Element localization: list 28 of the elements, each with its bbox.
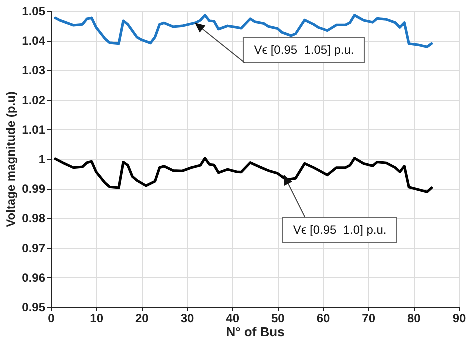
y-tick-label: 0.96 [22, 270, 46, 285]
y-tick-label: 1 [38, 152, 46, 166]
y-tick-label: 0.98 [22, 212, 46, 226]
x-tick-label: 0 [48, 312, 56, 326]
y-tick-label: 0.97 [22, 241, 46, 256]
note-box: Vϵ [0.95 1.05] p.u. [243, 36, 366, 63]
x-tick-label: 60 [316, 312, 330, 326]
x-tick-label: 90 [452, 312, 466, 326]
x-tick-label: 50 [271, 312, 286, 326]
y-tick-label: 1.05 [22, 4, 46, 18]
y-tick-label: 1.03 [22, 64, 46, 78]
x-tick-label: 20 [135, 312, 150, 326]
y-tick-label: 1.01 [22, 122, 46, 137]
y-tick-label: 0.99 [22, 182, 46, 196]
annotation: Vϵ [0.95 1.05] p.u. [254, 42, 354, 57]
line-series [54, 157, 434, 194]
x-tick-label: 30 [180, 312, 194, 326]
x-tick-label: 70 [362, 312, 376, 326]
x-tick-label: 10 [90, 312, 104, 326]
x-tick-label: 40 [226, 312, 240, 326]
annotation: Vϵ [0.95 1.0] p.u. [293, 223, 387, 238]
y-tick-label: 1.04 [22, 34, 46, 48]
x-tick-label: 80 [407, 312, 422, 326]
y-tick-label: 1.02 [22, 93, 46, 108]
y-axis-title: Voltage magnitude (p.u) [4, 92, 18, 228]
x-axis-title: N° of Bus [226, 324, 285, 340]
note-box: Vϵ [0.95 1.0] p.u. [282, 217, 398, 244]
y-tick-label: 0.95 [22, 300, 46, 314]
